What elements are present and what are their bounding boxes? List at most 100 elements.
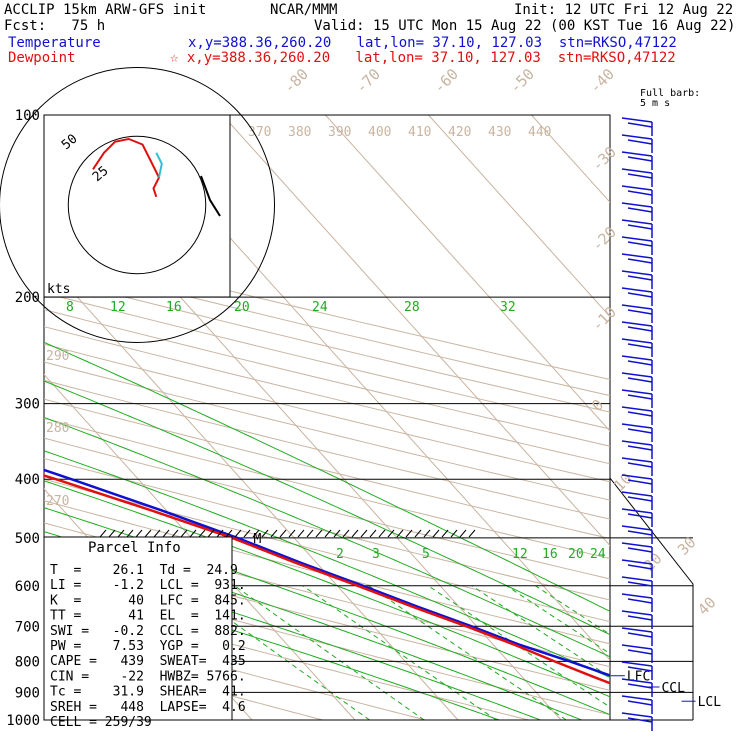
hodograph-units: kts	[47, 282, 70, 297]
wind-barb	[627, 683, 653, 689]
hatch-mark	[225, 529, 233, 538]
mixing-ratio-lower-label: 16	[542, 547, 558, 562]
wind-barb	[621, 457, 653, 463]
wind-barb	[621, 593, 653, 599]
hatch-mark	[99, 529, 107, 538]
dewpoint-curve	[44, 474, 610, 685]
isotherm-label: -70	[352, 65, 384, 97]
pressure-label: 400	[15, 472, 40, 488]
parcel-info-row: SREH = 448 LAPSE= 4.6	[50, 700, 246, 715]
hatch-mark	[126, 529, 134, 538]
pressure-label: 1000	[6, 713, 40, 729]
pressure-label: 500	[15, 531, 40, 547]
hatch-mark	[324, 529, 332, 538]
wind-barb	[621, 491, 653, 497]
dry-adiabat-line	[44, 292, 610, 430]
wind-barb	[621, 576, 653, 582]
temperature-legend: Temperature	[8, 35, 101, 51]
parcel-info-row: Tc = 31.9 SHEAR= 41.	[50, 685, 246, 700]
mixing-ratio-upper-label: 16	[166, 300, 182, 315]
wind-barb	[621, 338, 653, 344]
pressure-label: 700	[15, 619, 40, 635]
dry-adiabat-line	[44, 500, 610, 645]
mixing-ratio-upper-label: 12	[110, 300, 126, 315]
institution-label: NCAR/MMM	[270, 2, 338, 18]
wind-barb	[627, 479, 653, 485]
wind-barb	[627, 700, 653, 706]
dry-adiabat-line	[44, 343, 610, 483]
wind-barb	[627, 547, 653, 553]
isotherm-label: -20	[588, 223, 620, 255]
forecast-hour: Fcst: 75 h	[4, 18, 106, 34]
isotherm-label: 0	[588, 396, 607, 415]
hodograph-upper-trace	[155, 152, 163, 178]
wind-barb	[621, 287, 653, 293]
wind-barb	[621, 542, 653, 548]
wind-barb	[627, 649, 653, 655]
isotherm-label: -30	[588, 143, 620, 175]
isotherm-line	[428, 115, 610, 318]
dewpoint-station-info: ☆ x,y=388.36,260.20 lat,lon= 37.10, 127.…	[170, 50, 676, 66]
valid-time: Valid: 15 UTC Mon 15 Aug 22 (00 KST Tue …	[314, 18, 736, 34]
parcel-info-row: CELL = 259/39	[50, 715, 152, 730]
hatch-mark	[414, 529, 422, 538]
wind-barb	[621, 355, 653, 361]
wind-barb	[621, 321, 653, 327]
wind-barb	[621, 389, 653, 395]
parcel-info-row: CIN = -22 HWBZ= 5766.	[50, 669, 246, 684]
annotation-ccl: CCL	[661, 681, 685, 696]
wind-barb	[627, 666, 653, 672]
wind-barb	[627, 394, 653, 400]
wind-barb	[627, 377, 653, 383]
pressure-label: 300	[15, 397, 40, 413]
hatch-mark	[108, 529, 116, 538]
wind-barb	[621, 270, 653, 276]
hatch-mark	[261, 529, 269, 538]
hatch-mark	[360, 529, 368, 538]
dry-adiabat-line	[44, 457, 610, 601]
isotherm-label: -60	[430, 65, 462, 97]
wind-barb	[621, 644, 653, 650]
skewed-boundary	[609, 477, 694, 720]
mixing-ratio-lower-label: 20	[568, 547, 584, 562]
theta-label: 380	[288, 125, 311, 140]
isotherm-label: -40	[586, 65, 618, 97]
theta-label: 420	[448, 125, 471, 140]
init-time: Init: 12 UTC Fri 12 Aug 22	[514, 2, 734, 18]
wind-barb	[621, 168, 653, 174]
theta-label: 400	[368, 125, 391, 140]
hatch-mark	[117, 529, 125, 538]
mixing-ratio-upper-label: 32	[500, 300, 516, 315]
isotherm-label: -10	[588, 303, 620, 335]
hatch-mark	[432, 529, 440, 538]
mixing-ratio-lower-label: 24	[590, 547, 606, 562]
hatch-mark	[270, 529, 278, 538]
wind-barb	[627, 292, 653, 298]
hatch-mark	[468, 529, 476, 538]
wind-barb	[621, 627, 653, 633]
hatch-mark	[153, 529, 161, 538]
hatch-mark	[369, 529, 377, 538]
wind-barb	[621, 185, 653, 191]
hatch-mark	[135, 529, 143, 538]
hatch-mark	[288, 529, 296, 538]
mixing-ratio-line	[428, 585, 610, 708]
wind-barb	[621, 151, 653, 157]
annotation-lcl: LCL	[698, 695, 722, 710]
wind-barb	[621, 372, 653, 378]
mixing-ratio-lower-label: 5	[422, 547, 430, 562]
dry-adiabat-line	[44, 437, 610, 580]
wind-barb	[627, 309, 653, 315]
wind-barb	[621, 236, 653, 242]
isotherm-label: 10	[610, 469, 636, 495]
mixing-ratio-upper-label: 28	[404, 300, 420, 315]
theta-label: 390	[328, 125, 351, 140]
wind-barb	[627, 445, 653, 451]
temperature-station-info: x,y=388.36,260.20 lat,lon= 37.10, 127.03…	[188, 35, 677, 51]
hatch-mark	[207, 529, 215, 538]
pressure-label: 100	[15, 108, 40, 124]
pressure-label: 800	[15, 654, 40, 670]
wind-barb	[621, 661, 653, 667]
wind-barb	[627, 258, 653, 264]
